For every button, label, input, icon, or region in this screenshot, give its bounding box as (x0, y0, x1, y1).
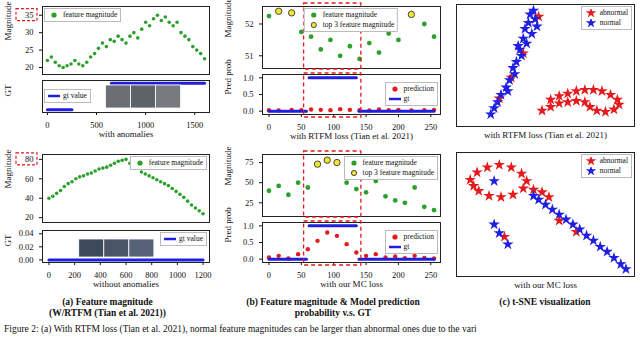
html-text:abnormal: abnormal (599, 8, 628, 17)
svg-text:50: 50 (245, 177, 254, 187)
svg-text:80: 80 (25, 154, 34, 164)
svg-text:1000: 1000 (169, 270, 186, 280)
svg-text:60: 60 (25, 174, 34, 184)
svg-text:without anomalies: without anomalies (93, 279, 160, 289)
svg-text:Pred prob: Pred prob (223, 59, 233, 95)
html-text:top 3 feature magnitude: top 3 feature magnitude (362, 168, 434, 177)
svg-text:600: 600 (119, 269, 133, 280)
html-text:feature magnitude: feature magnitude (63, 10, 118, 19)
svg-text:200: 200 (392, 121, 405, 132)
html-text:prediction: prediction (403, 84, 434, 93)
html-text:(b) Feature magnitude & Model: (b) Feature magnitude & Model prediction (246, 297, 420, 307)
svg-text:with our MC loss: with our MC loss (514, 280, 577, 290)
html-text:top 3 feature magnitude: top 3 feature magnitude (322, 20, 395, 29)
svg-text:GT: GT (3, 234, 13, 246)
svg-text:with our MC loss: with our MC loss (320, 279, 383, 289)
svg-text:0.5: 0.5 (243, 89, 254, 99)
svg-text:with anomalies: with anomalies (99, 129, 154, 139)
svg-text:75: 75 (245, 157, 254, 167)
svg-text:0.0: 0.0 (243, 254, 254, 264)
svg-text:35: 35 (25, 10, 34, 20)
svg-text:40: 40 (25, 193, 34, 203)
svg-text:1.0: 1.0 (243, 221, 254, 231)
svg-text:Magnitude: Magnitude (223, 0, 233, 38)
svg-text:with RTFM loss (Tian et al. 20: with RTFM loss (Tian et al. 2021) (484, 130, 607, 140)
svg-text:25: 25 (25, 45, 34, 55)
html-text:gt value: gt value (63, 91, 87, 100)
svg-text:150: 150 (359, 121, 373, 132)
svg-text:1200: 1200 (195, 270, 212, 280)
svg-text:0.0: 0.0 (243, 106, 254, 116)
html-text:Figure 2: (a) With RTFM loss (: Figure 2: (a) With RTFM loss (Tian et al… (4, 324, 477, 334)
svg-text:30: 30 (25, 27, 34, 37)
svg-text:Magnitude: Magnitude (3, 150, 13, 189)
svg-text:0: 0 (267, 122, 271, 132)
html-text:feature magnitude: feature magnitude (362, 158, 417, 167)
svg-text:51: 51 (245, 51, 254, 61)
svg-text:100: 100 (327, 269, 341, 280)
svg-text:1.0: 1.0 (243, 73, 254, 83)
svg-text:0.00: 0.00 (19, 255, 34, 265)
html-text:probability v.s. GT: probability v.s. GT (294, 308, 372, 318)
svg-text:20: 20 (25, 212, 34, 222)
svg-text:with RTFM loss (Tian et al. 20: with RTFM loss (Tian et al. 2021) (290, 131, 413, 141)
svg-text:400: 400 (93, 269, 107, 280)
html-text:gt value: gt value (179, 234, 203, 243)
svg-text:1000: 1000 (137, 119, 155, 130)
svg-text:0: 0 (267, 270, 271, 280)
svg-text:250: 250 (424, 122, 437, 132)
html-text:feature magnitude: feature magnitude (322, 10, 378, 19)
svg-text:800: 800 (145, 269, 159, 280)
html-text:gt: gt (403, 242, 410, 251)
svg-text:50: 50 (297, 270, 306, 280)
svg-text:0: 0 (45, 120, 49, 130)
svg-text:100: 100 (327, 121, 341, 132)
svg-text:Magnitude: Magnitude (223, 147, 233, 186)
svg-text:250: 250 (424, 270, 437, 280)
html-text:normal: normal (599, 166, 621, 175)
svg-text:20: 20 (25, 62, 34, 72)
html-text:normal: normal (599, 18, 621, 27)
svg-text:0.02: 0.02 (19, 242, 34, 252)
svg-text:25: 25 (245, 198, 254, 208)
html-text:(c) t-SNE visualization: (c) t-SNE visualization (499, 297, 591, 307)
svg-text:Magnitude: Magnitude (3, 2, 13, 41)
svg-text:0.04: 0.04 (19, 228, 35, 238)
svg-text:200: 200 (392, 270, 405, 280)
html-text:prediction: prediction (403, 232, 434, 241)
html-text:(W/RTFM (Tian et al. 2021)): (W/RTFM (Tian et al. 2021)) (49, 308, 166, 318)
svg-text:150: 150 (359, 269, 373, 280)
html-text:feature magnitude: feature magnitude (148, 158, 203, 167)
svg-text:200: 200 (68, 270, 81, 280)
svg-text:52: 52 (245, 19, 254, 29)
html-text:gt: gt (403, 94, 410, 103)
svg-text:Pred prob: Pred prob (223, 207, 233, 243)
svg-text:1500: 1500 (186, 120, 203, 130)
svg-text:0: 0 (47, 270, 51, 280)
svg-text:0.5: 0.5 (243, 237, 254, 247)
html-text:abnormal: abnormal (599, 156, 628, 165)
svg-text:GT: GT (3, 84, 13, 96)
html-text:(a) Feature magnitude: (a) Feature magnitude (62, 297, 153, 307)
svg-text:50: 50 (297, 121, 306, 132)
svg-text:500: 500 (90, 119, 103, 130)
